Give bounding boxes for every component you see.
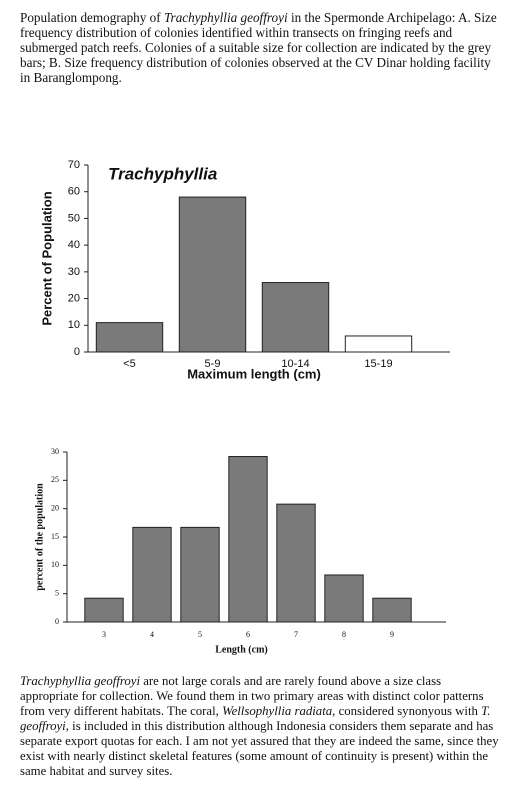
bar: [324, 574, 364, 623]
text-segment: Wellsophyllia radiata: [222, 704, 333, 718]
x-axis-label: Length (cm): [215, 644, 268, 655]
bar: [178, 196, 247, 353]
x-tick-label: 10-14: [281, 358, 309, 370]
x-axis-label: Maximum length (cm): [187, 366, 321, 381]
bar: [372, 597, 412, 623]
chart-title: Trachyphyllia: [108, 164, 217, 183]
y-tick-label: 40: [68, 239, 80, 251]
bar: [132, 526, 172, 623]
x-tick-label: 5-9: [205, 358, 221, 370]
x-tick-label: 4: [150, 630, 154, 639]
x-tick-label: <5: [123, 358, 136, 370]
y-tick-label: 5: [55, 588, 59, 597]
y-tick-label: 0: [74, 346, 80, 358]
y-tick-label: 50: [68, 212, 80, 224]
y-tick-label: 0: [55, 617, 59, 626]
y-tick-label: 25: [51, 475, 59, 484]
x-tick-label: 15-19: [364, 358, 392, 370]
x-tick-label: 7: [294, 630, 298, 639]
body-text: Trachyphyllia geoffroyi are not large co…: [20, 674, 502, 779]
y-axis-label: percent of the population: [34, 483, 45, 591]
y-tick-label: 15: [51, 532, 59, 541]
x-tick-label: 5: [198, 630, 202, 639]
y-tick-label: 10: [68, 319, 80, 331]
bar: [95, 322, 164, 353]
text-segment: , considered synonyous with: [332, 704, 482, 718]
y-tick-label: 70: [68, 159, 80, 171]
x-tick-label: 3: [102, 630, 106, 639]
x-tick-label: 9: [390, 630, 394, 639]
bar: [276, 503, 316, 623]
y-tick-label: 30: [68, 266, 80, 278]
text-segment: in the Spermonde Archipelago: A. Size fr…: [20, 10, 497, 85]
bar: [228, 456, 268, 623]
text-segment: T. geoffroyi: [20, 704, 491, 733]
text-segment: , is included in this distribution altho…: [20, 719, 499, 778]
text-segment: Trachyphyllia geoffroyi: [163, 10, 288, 25]
text-segment: Trachyphyllia geoffroyi: [20, 674, 141, 688]
y-tick-label: 20: [68, 292, 80, 304]
y-tick-label: 20: [51, 503, 59, 512]
caption: Population demography of Trachyphyllia g…: [20, 10, 502, 85]
bar: [180, 526, 220, 623]
bar: [84, 597, 124, 623]
y-tick-label: 60: [68, 186, 80, 198]
bar: [344, 335, 413, 353]
y-tick-label: 10: [51, 560, 59, 569]
x-tick-label: 6: [246, 630, 250, 639]
text-segment: Population demography of: [20, 10, 164, 25]
y-tick-label: 30: [51, 447, 59, 456]
text-segment: are not large corals and are rarely foun…: [20, 674, 484, 718]
x-tick-label: 8: [342, 630, 346, 639]
y-axis-label: Percent of Population: [39, 191, 54, 325]
bar: [261, 282, 330, 353]
